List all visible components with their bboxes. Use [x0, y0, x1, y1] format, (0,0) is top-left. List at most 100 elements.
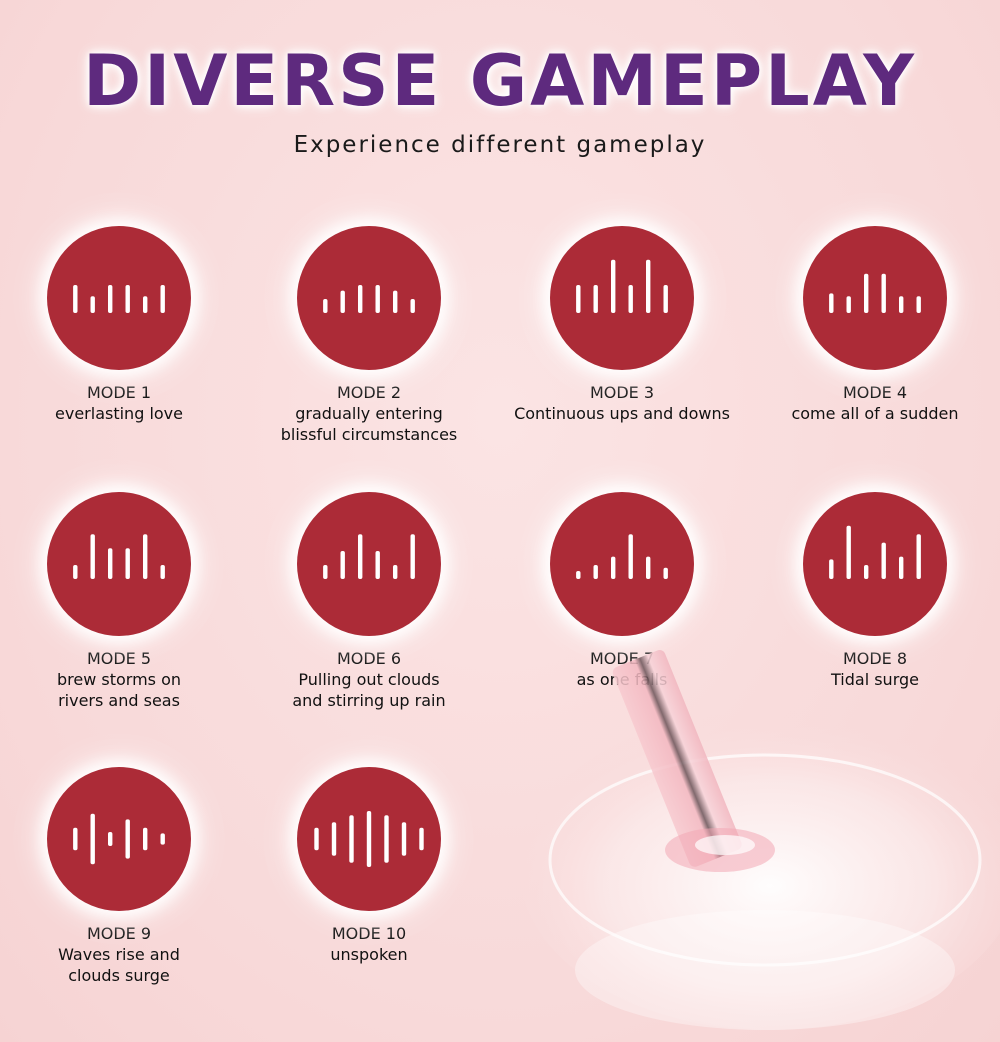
waveform-bar: [323, 565, 328, 579]
waveform-bar: [108, 285, 113, 313]
waveform-bar: [384, 815, 389, 863]
waveform-bar: [73, 827, 78, 851]
waveform-icon: [576, 259, 668, 313]
mode-item-2[interactable]: MODE 2 gradually entering blissful circums…: [249, 226, 489, 445]
mode-item-5[interactable]: MODE 5 brew storms on rivers and seas: [0, 492, 239, 711]
waveform-bar: [401, 822, 407, 856]
mode-description: gradually entering: [295, 404, 443, 423]
mode-description: come all of a sudden: [791, 404, 959, 423]
mode-item-1[interactable]: MODE 1 everlasting love: [0, 226, 239, 424]
waveform-bar: [90, 813, 95, 865]
mode-button[interactable]: [550, 226, 694, 370]
waveform-icon: [576, 534, 668, 579]
waveform-bar: [90, 296, 95, 313]
mode-description: Pulling out clouds: [298, 670, 440, 689]
waveform-bar: [846, 525, 851, 579]
mode-item-3[interactable]: MODE 3 Continuous ups and downs: [502, 226, 742, 424]
waveform-bar: [73, 565, 78, 579]
waveform-bar: [628, 285, 633, 313]
waveform-icon: [73, 534, 165, 579]
mode-button[interactable]: [297, 767, 441, 911]
waveform-bar: [410, 534, 415, 579]
mode-label: MODE 9: [86, 924, 152, 943]
waveform-bar: [160, 833, 165, 845]
waveform-bar: [160, 285, 165, 313]
mode-description: clouds surge: [68, 966, 170, 985]
mode-description: Tidal surge: [831, 670, 919, 689]
waveform-bar: [125, 548, 130, 579]
waveform-bar: [314, 827, 319, 851]
waveform-bar: [663, 567, 668, 579]
waveform-bar: [108, 832, 113, 846]
waveform-bar: [108, 548, 113, 579]
waveform-icon: [323, 285, 415, 313]
page-subtitle: Experience different gameplay: [293, 132, 707, 158]
waveform-bar: [864, 273, 869, 313]
waveform-bar: [419, 827, 424, 851]
waveform-bar: [375, 285, 380, 313]
waveform-icon: [829, 273, 921, 313]
mode-description: rivers and seas: [58, 691, 180, 710]
waveform-bar: [611, 556, 616, 579]
mode-item-6[interactable]: MODE 6 Pulling out clouds and stirring up …: [249, 492, 489, 711]
waveform-bar: [366, 811, 372, 867]
waveform-bar: [393, 565, 398, 579]
waveform-bar: [899, 556, 904, 579]
waveform-bar: [829, 559, 834, 579]
mode-description: Continuous ups and downs: [514, 404, 730, 423]
waveform-icon: [829, 525, 921, 579]
waveform-bar: [358, 285, 363, 313]
mode-item-8[interactable]: MODE 8 Tidal surge: [755, 492, 995, 690]
waveform-bar: [73, 285, 78, 313]
waveform-bar: [125, 819, 130, 859]
waveform-bar: [846, 296, 851, 313]
mode-description: blissful circumstances: [280, 425, 458, 444]
waveform-bar: [881, 273, 886, 313]
waveform-bar: [125, 285, 130, 313]
mode-description: unspoken: [330, 945, 408, 964]
waveform-bar: [410, 299, 415, 313]
product-in-water-illustration: [520, 640, 1000, 1042]
waveform-bar: [393, 290, 398, 313]
page-title: DIVERSE GAMEPLAY: [83, 40, 917, 122]
waveform-bar: [375, 551, 380, 579]
mode-label: MODE 5: [86, 649, 152, 668]
mode-button[interactable]: [47, 226, 191, 370]
mode-button[interactable]: [47, 767, 191, 911]
waveform-bar: [593, 285, 598, 313]
mode-button[interactable]: [297, 492, 441, 636]
waveform-bar: [143, 827, 148, 851]
waveform-bar: [143, 534, 148, 579]
mode-label: MODE 6: [336, 649, 402, 668]
waveform-bar: [576, 285, 581, 313]
mode-label: MODE 8: [842, 649, 908, 668]
waveform-bar: [143, 296, 148, 313]
waveform-bar: [323, 299, 328, 313]
waveform-bar: [881, 542, 886, 579]
waveform-bar: [576, 571, 581, 579]
mode-label: MODE 4: [842, 383, 908, 402]
mode-button[interactable]: [47, 492, 191, 636]
waveform-bar: [916, 534, 921, 579]
waveform-icon: [73, 813, 165, 865]
waveform-bar: [663, 285, 668, 313]
waveform-bar: [331, 822, 337, 856]
mode-button[interactable]: [803, 226, 947, 370]
mode-item-4[interactable]: MODE 4 come all of a sudden: [755, 226, 995, 424]
waveform-icon: [323, 534, 415, 579]
mode-label: MODE 3: [589, 383, 655, 402]
waveform-bar: [916, 296, 921, 313]
waveform-bar: [646, 259, 651, 313]
mode-item-10[interactable]: MODE 10 unspoken: [249, 767, 489, 965]
waveform-bar: [340, 551, 345, 579]
mode-button[interactable]: [297, 226, 441, 370]
waveform-bar: [899, 296, 904, 313]
mode-label: MODE 10: [331, 924, 407, 943]
mode-button[interactable]: [803, 492, 947, 636]
mode-label: MODE 1: [86, 383, 152, 402]
waveform-bar: [349, 815, 354, 863]
mode-item-9[interactable]: MODE 9 Waves rise and clouds surge: [0, 767, 239, 986]
mode-button[interactable]: [550, 492, 694, 636]
mode-description: everlasting love: [55, 404, 183, 423]
mode-description: brew storms on: [56, 670, 182, 689]
